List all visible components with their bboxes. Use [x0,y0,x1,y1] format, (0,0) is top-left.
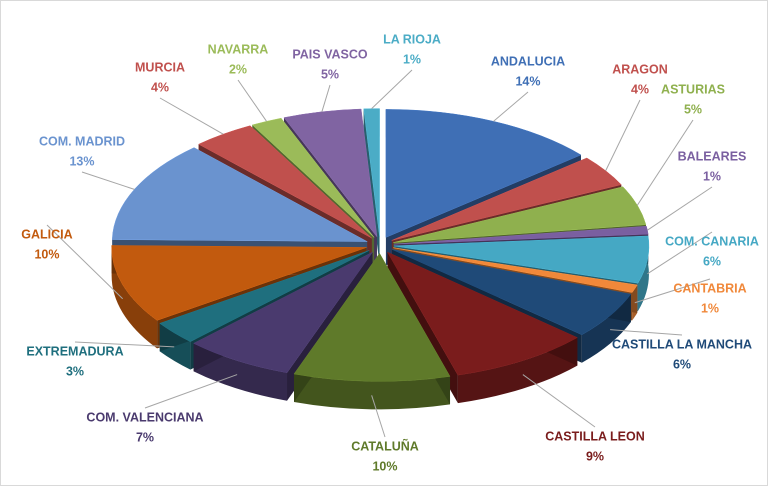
slice [293,252,451,382]
slice [391,249,632,336]
leader-line [493,91,529,122]
slice-label: MURCIA [135,60,185,74]
slice-wall [391,249,631,363]
slice-value-label: 6% [673,357,691,371]
slice-label: EXTREMADURA [26,344,123,358]
slice-value-label: 10% [34,247,59,261]
slice [391,157,622,241]
slice-value-label: 1% [403,52,421,66]
slice-value-label: 14% [515,74,540,88]
slice-label: COM. CANARIA [665,234,759,248]
slice [393,235,650,284]
leader-line [634,278,711,304]
slice-side [637,235,649,312]
leader-line [237,79,267,122]
slice [283,108,378,238]
slice-label: ANDALUCIA [491,54,565,68]
slice-label: ASTURIAS [661,82,725,96]
slice-side [111,245,158,349]
labels: ANDALUCIA 14% ARAGON 4% ASTURIAS 5% BALEARES 1%… [21,32,759,473]
slice-value-label: 4% [631,82,649,96]
slice [159,250,370,342]
slice-label: PAIS VASCO [292,47,368,61]
leader-line [610,329,683,336]
slice-side [294,373,451,410]
leader-line [636,119,694,206]
slice-value-label: 5% [684,102,702,116]
slice-tops [111,108,650,382]
slice-value-label: 9% [586,449,604,463]
leader-line [159,97,224,135]
slice-value-label: 1% [701,301,719,315]
slice-label: LA RIOJA [383,32,441,46]
slice [198,125,373,239]
slice-value-label: 2% [229,62,247,76]
slice-label: CASTILLA LEON [545,429,645,443]
slice-label: NAVARRA [208,42,269,56]
slice [386,251,578,376]
slice-value-label: 6% [703,254,721,268]
slice [111,245,367,321]
slice-value-label: 13% [69,154,94,168]
leader-line [371,69,413,110]
slice [251,117,375,238]
slice-label: CANTABRIA [673,281,746,295]
slice-value-label: 1% [703,169,721,183]
slice-value-label: 3% [66,364,84,378]
slice [363,108,380,237]
slice-value-label: 4% [151,80,169,94]
slice-value-label: 5% [321,67,339,81]
slice [193,251,373,373]
leader-line [605,99,641,171]
slice-label: CASTILLA LA MANCHA [612,337,752,351]
slice-label: COM. MADRID [39,134,125,148]
slice-label: GALICIA [21,227,72,241]
slice [393,186,647,243]
leader-line [321,84,331,112]
leader-line [647,231,713,275]
slice [393,247,638,293]
leader-line [144,374,238,409]
leader-line [81,171,135,190]
slice [385,109,582,238]
slice-side [457,337,578,404]
leader-line [522,374,596,428]
slice-value-label: 7% [136,430,154,444]
slice-label: BALEARES [678,149,747,163]
slice-label: CATALUÑA [351,438,419,453]
slice-value-label: 10% [372,459,397,473]
leader-line [647,186,713,231]
slice-label: ARAGON [612,62,668,76]
leader-line [46,224,124,300]
leader-line [74,341,175,348]
slice-label: COM. VALENCIANA [86,410,203,424]
leader-line [371,395,386,438]
